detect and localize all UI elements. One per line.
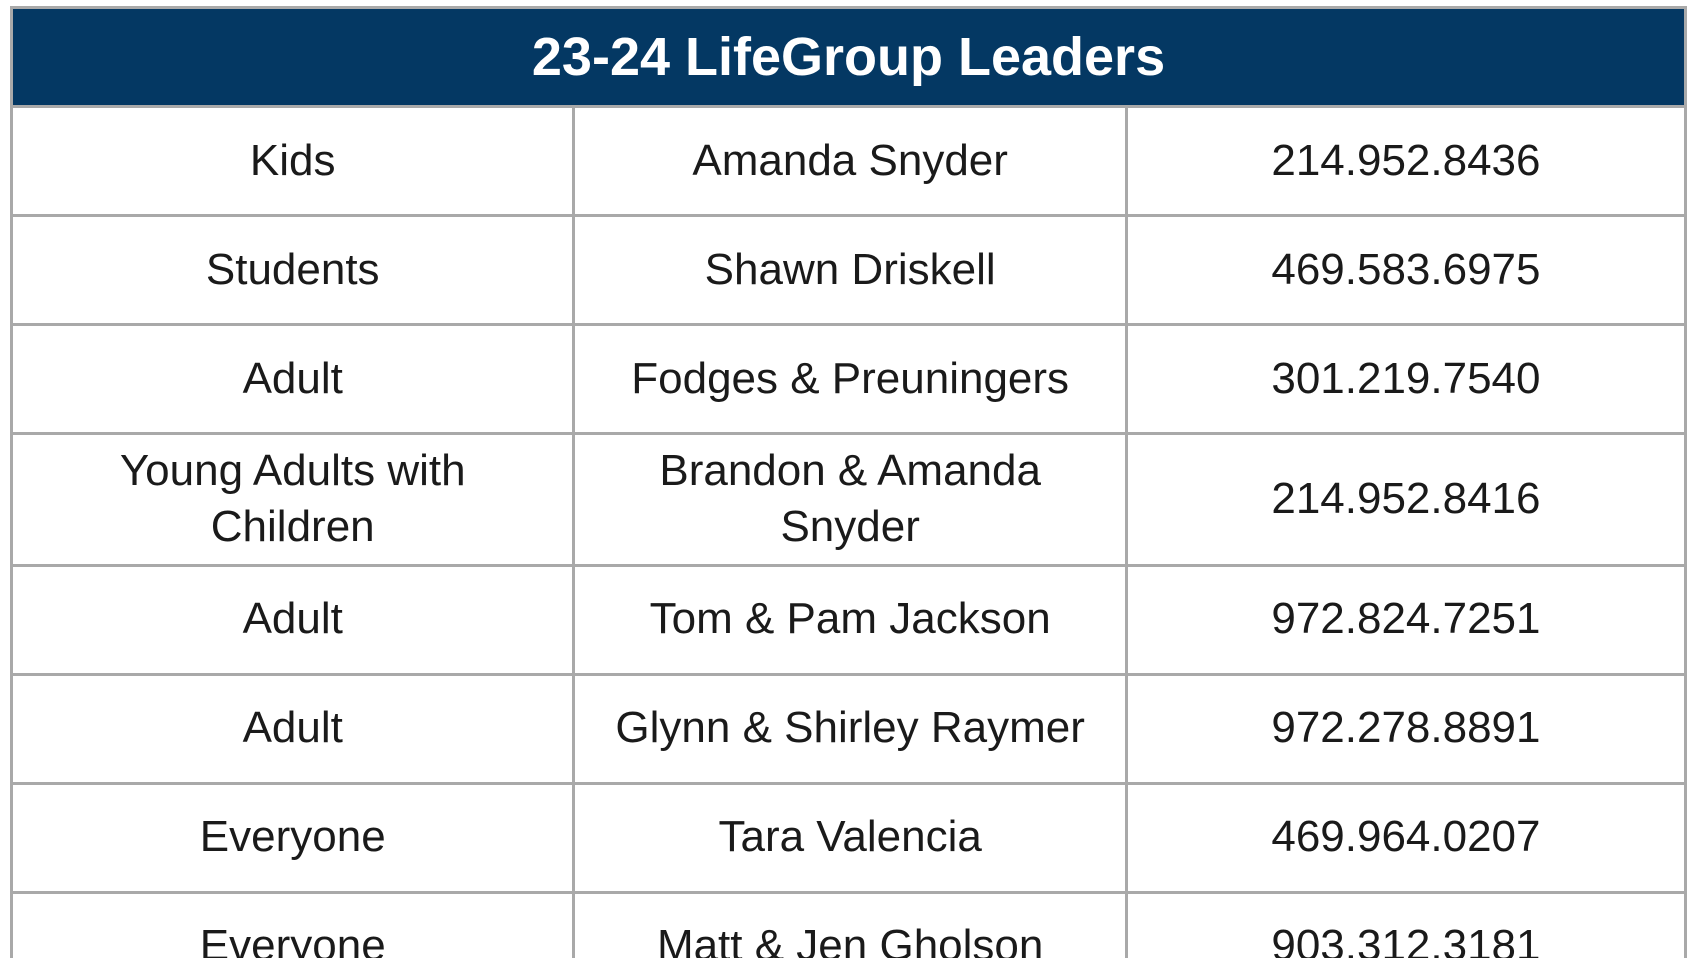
group-cell: Adult xyxy=(9,672,576,785)
table-row: Everyone Tara Valencia 469.964.0207 xyxy=(9,781,1688,894)
leader-cell: Glynn & Shirley Raymer xyxy=(572,672,1128,785)
leader-cell: Brandon & Amanda Snyder xyxy=(572,432,1128,567)
table-title: 23-24 LifeGroup Leaders xyxy=(10,6,1687,108)
leader-cell: Tara Valencia xyxy=(572,781,1128,894)
leader-cell: Shawn Driskell xyxy=(572,214,1128,326)
table-row: Everyone Matt & Jen Gholson 903.312.3181 xyxy=(9,890,1688,958)
table-row: Young Adults with Children Brandon & Ama… xyxy=(9,432,1688,567)
table-row: Adult Tom & Pam Jackson 972.824.7251 xyxy=(9,563,1688,676)
phone-cell: 972.278.8891 xyxy=(1124,672,1688,785)
lifegroup-leaders-table: 23-24 LifeGroup Leaders Kids Amanda Snyd… xyxy=(9,6,1688,958)
table-row: Adult Fodges & Preuningers 301.219.7540 xyxy=(9,323,1688,435)
group-cell: Adult xyxy=(9,563,576,676)
group-cell: Students xyxy=(9,214,576,326)
leader-cell: Fodges & Preuningers xyxy=(572,323,1128,435)
phone-cell: 972.824.7251 xyxy=(1124,563,1688,676)
group-cell: Young Adults with Children xyxy=(9,432,576,567)
table-row: Adult Glynn & Shirley Raymer 972.278.889… xyxy=(9,672,1688,785)
table-row: Students Shawn Driskell 469.583.6975 xyxy=(9,214,1688,326)
group-cell: Everyone xyxy=(9,890,576,958)
leader-cell: Amanda Snyder xyxy=(572,105,1128,217)
leader-cell: Tom & Pam Jackson xyxy=(572,563,1128,676)
group-cell: Everyone xyxy=(9,781,576,894)
phone-cell: 903.312.3181 xyxy=(1124,890,1688,958)
table-row: Kids Amanda Snyder 214.952.8436 xyxy=(9,105,1688,217)
phone-cell: 469.964.0207 xyxy=(1124,781,1688,894)
phone-cell: 301.219.7540 xyxy=(1124,323,1688,435)
table-header-row: 23-24 LifeGroup Leaders xyxy=(10,6,1687,108)
leader-cell: Matt & Jen Gholson xyxy=(572,890,1128,958)
group-cell: Adult xyxy=(9,323,576,435)
phone-cell: 214.952.8436 xyxy=(1124,105,1688,217)
phone-cell: 469.583.6975 xyxy=(1124,214,1688,326)
phone-cell: 214.952.8416 xyxy=(1124,432,1688,567)
group-cell: Kids xyxy=(9,105,576,217)
